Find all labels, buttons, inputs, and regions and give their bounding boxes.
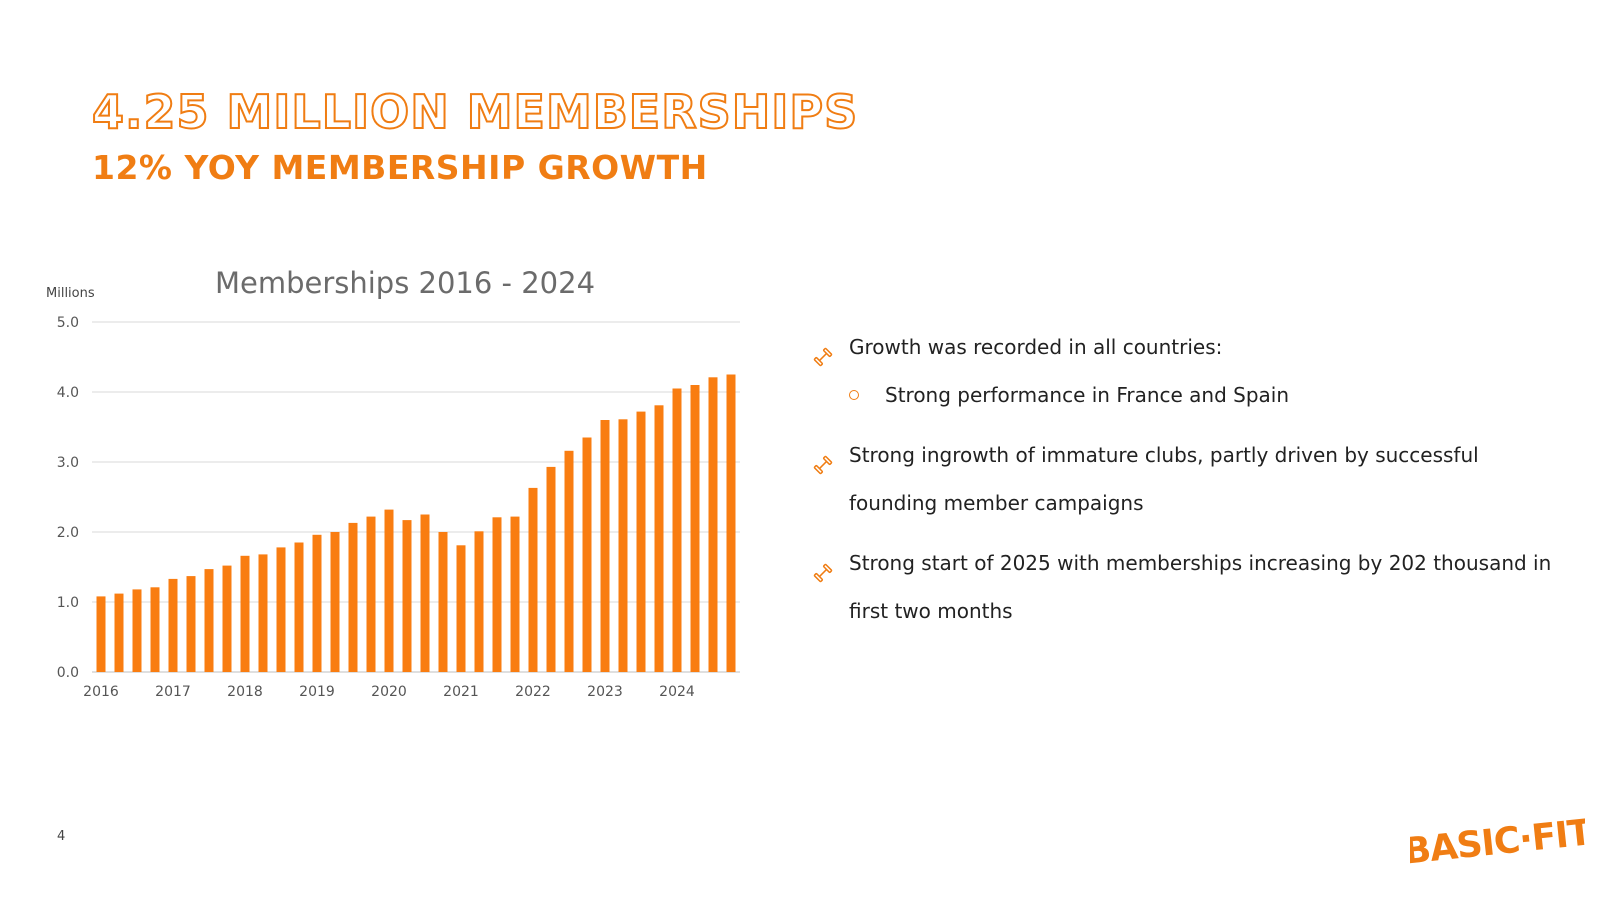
bar <box>384 509 394 672</box>
x-axis-ticks: 2016 2017 2018 2019 2020 2021 2022 2023 2024 <box>83 684 695 700</box>
x-tick-label: 2017 <box>155 684 191 700</box>
bar <box>312 534 322 672</box>
bar <box>582 437 592 672</box>
bar <box>186 576 196 672</box>
bar <box>636 411 646 672</box>
bullet-start-2025: Strong start of 2025 with memberships in… <box>813 539 1573 635</box>
bar <box>294 542 304 672</box>
bar <box>726 374 736 672</box>
ring-bullet-icon <box>849 390 869 410</box>
x-tick-label: 2018 <box>227 684 263 700</box>
x-tick-label: 2021 <box>443 684 479 700</box>
dumbbell-icon <box>813 552 833 583</box>
bar <box>546 466 556 672</box>
bullet-text: Strong performance in France and Spain <box>885 383 1290 407</box>
bullet-text: Strong ingrowth of immature clubs, partl… <box>849 443 1479 515</box>
memberships-chart: Millions Memberships 2016 - 2024 0.0 1.0 2… <box>46 266 740 700</box>
x-tick-label: 2024 <box>659 684 695 700</box>
bar <box>708 377 718 672</box>
bar <box>600 420 610 672</box>
y-tick-label: 3.0 <box>57 455 79 471</box>
svg-text:BASIC·FIT: BASIC·FIT <box>1410 812 1585 870</box>
bar <box>258 554 268 672</box>
bar <box>672 388 682 672</box>
x-tick-label: 2016 <box>83 684 119 700</box>
bar <box>456 545 466 672</box>
chart-title: Memberships 2016 - 2024 <box>215 266 595 300</box>
page-number: 4 <box>57 829 66 844</box>
y-axis-ticks: 0.0 1.0 2.0 3.0 4.0 5.0 <box>57 315 79 681</box>
bar <box>204 569 214 672</box>
y-tick-label: 2.0 <box>57 525 79 541</box>
bar-series <box>96 374 736 672</box>
bar <box>240 555 250 672</box>
y-axis-unit-label: Millions <box>46 286 95 301</box>
bar <box>366 516 376 672</box>
basic-fit-logo: BASIC·FIT <box>1410 812 1585 870</box>
gridlines <box>92 321 740 673</box>
bullet-text: Growth was recorded in all countries: <box>849 335 1223 359</box>
y-tick-label: 5.0 <box>57 315 79 331</box>
bar <box>654 405 664 672</box>
bar <box>402 520 412 672</box>
bar <box>564 450 574 672</box>
bar <box>528 487 538 672</box>
bar <box>168 578 178 672</box>
bar <box>420 514 430 672</box>
bullet-text: Strong start of 2025 with memberships in… <box>849 551 1552 623</box>
bullet-list: Growth was recorded in all countries: St… <box>813 323 1573 635</box>
bar <box>114 593 124 672</box>
sub-bullet-france-spain: Strong performance in France and Spain <box>813 371 1573 419</box>
bar <box>330 532 340 672</box>
bar <box>276 547 286 672</box>
bar <box>618 419 628 672</box>
bar <box>132 589 142 672</box>
bar <box>438 532 448 672</box>
x-tick-label: 2023 <box>587 684 623 700</box>
dumbbell-icon <box>813 336 833 367</box>
dumbbell-icon <box>813 444 833 475</box>
y-tick-label: 0.0 <box>57 665 79 681</box>
bar <box>474 531 484 672</box>
bullet-immature-clubs: Strong ingrowth of immature clubs, partl… <box>813 431 1573 527</box>
slide-subtitle: 12% YOY MEMBERSHIP GROWTH <box>92 148 708 187</box>
slide-title: 4.25 MILLION MEMBERSHIPS <box>91 84 859 140</box>
bullet-growth-countries: Growth was recorded in all countries: <box>813 323 1573 371</box>
bar <box>348 522 358 672</box>
bar <box>492 517 502 672</box>
y-tick-label: 1.0 <box>57 595 79 611</box>
bar <box>222 565 232 672</box>
bar <box>150 587 160 672</box>
x-tick-label: 2019 <box>299 684 335 700</box>
x-tick-label: 2022 <box>515 684 551 700</box>
bar <box>690 385 700 672</box>
bar <box>510 516 520 672</box>
x-tick-label: 2020 <box>371 684 407 700</box>
bar <box>96 596 106 672</box>
y-tick-label: 4.0 <box>57 385 79 401</box>
